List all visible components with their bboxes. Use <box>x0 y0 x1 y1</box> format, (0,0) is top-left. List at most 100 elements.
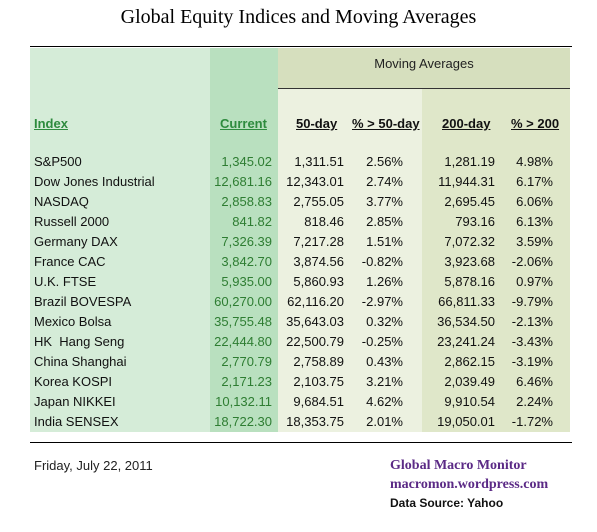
cell-200-day: 3,923.68 <box>444 254 495 269</box>
cell-pct-200: -1.72% <box>511 414 553 429</box>
brand-url: macromon.wordpress.com <box>390 477 549 492</box>
cell-pct-200: -3.43% <box>511 334 553 349</box>
moving-averages-divider <box>278 88 570 89</box>
moving-averages-group-header: Moving Averages <box>374 56 474 71</box>
cell-current: 841.82 <box>232 214 272 229</box>
cell-200-day: 2,695.45 <box>444 194 495 209</box>
cell-pct-200: -2.13% <box>511 314 553 329</box>
table-row: Brazil BOVESPA 60,270.00 62,116.20 -2.97… <box>0 292 597 312</box>
cell-current: 18,722.30 <box>214 414 272 429</box>
cell-index: S&P500 <box>34 154 82 169</box>
cell-pct-200: 6.46% <box>516 374 553 389</box>
moving-averages-header-background <box>278 48 570 88</box>
cell-index: France CAC <box>34 254 106 269</box>
cell-50-day: 7,217.28 <box>293 234 344 249</box>
header-pct-above-50-day: % > 50-day <box>352 116 420 131</box>
cell-current: 10,132.11 <box>215 394 272 409</box>
cell-pct-50: 1.51% <box>366 234 403 249</box>
two-hundred-day-columns-background <box>422 88 570 432</box>
cell-200-day: 11,944.31 <box>438 174 495 189</box>
cell-current: 22,444.80 <box>214 334 272 349</box>
cell-pct-50: 0.43% <box>366 354 403 369</box>
cell-pct-200: 6.06% <box>516 194 553 209</box>
header-index: Index <box>34 116 68 131</box>
header-current: Current <box>220 116 267 131</box>
cell-200-day: 7,072.32 <box>444 234 495 249</box>
cell-current: 12,681.16 <box>214 174 272 189</box>
cell-200-day: 793.16 <box>455 214 495 229</box>
cell-index: HK Hang Seng <box>34 334 125 349</box>
brand-block: Global Macro Monitor macromon.wordpress.… <box>390 456 548 513</box>
cell-pct-200: 6.17% <box>516 174 553 189</box>
cell-pct-50: 1.26% <box>366 274 403 289</box>
cell-pct-50: 3.77% <box>366 194 403 209</box>
cell-pct-200: 6.13% <box>516 214 553 229</box>
cell-current: 7,326.39 <box>221 234 272 249</box>
cell-pct-200: -3.19% <box>511 354 553 369</box>
table-row: Dow Jones Industrial 12,681.16 12,343.01… <box>0 172 597 192</box>
cell-pct-50: 2.01% <box>366 414 403 429</box>
page-title: Global Equity Indices and Moving Average… <box>120 6 477 28</box>
cell-50-day: 18,353.75 <box>286 414 344 429</box>
cell-200-day: 2,039.49 <box>444 374 495 389</box>
table-row: Japan NIKKEI 10,132.11 9,684.51 4.62% 9,… <box>0 392 597 412</box>
table-row: India SENSEX 18,722.30 18,353.75 2.01% 1… <box>0 412 597 432</box>
cell-pct-50: -2.97% <box>361 294 403 309</box>
cell-current: 35,755.48 <box>214 314 272 329</box>
cell-200-day: 19,050.01 <box>437 414 495 429</box>
cell-pct-200: 2.24% <box>516 394 553 409</box>
cell-50-day: 9,684.51 <box>293 394 344 409</box>
table-row: China Shanghai 2,770.79 2,758.89 0.43% 2… <box>0 352 597 372</box>
cell-50-day: 62,116.20 <box>287 294 344 309</box>
cell-pct-200: 0.97% <box>516 274 553 289</box>
cell-pct-50: 2.74% <box>366 174 403 189</box>
cell-50-day: 2,758.89 <box>293 354 344 369</box>
table-row: Mexico Bolsa 35,755.48 35,643.03 0.32% 3… <box>0 312 597 332</box>
header-50-day: 50-day <box>296 116 338 131</box>
cell-index: Dow Jones Industrial <box>34 174 155 189</box>
header-200-day: 200-day <box>442 116 491 131</box>
table-row: NASDAQ 2,858.83 2,755.05 3.77% 2,695.45 … <box>0 192 597 212</box>
bottom-divider <box>30 442 572 443</box>
cell-index: India SENSEX <box>34 414 119 429</box>
table-row: HK Hang Seng 22,444.80 22,500.79 -0.25% … <box>0 332 597 352</box>
cell-current: 3,842.70 <box>221 254 272 269</box>
index-table-body: S&P500 1,345.02 1,311.51 2.56% 1,281.19 … <box>0 152 597 432</box>
table-row: S&P500 1,345.02 1,311.51 2.56% 1,281.19 … <box>0 152 597 172</box>
cell-index: U.K. FTSE <box>34 274 97 289</box>
cell-index: Russell 2000 <box>34 214 110 229</box>
cell-pct-50: 2.85% <box>366 214 403 229</box>
cell-pct-50: -0.82% <box>361 254 403 269</box>
cell-pct-50: 0.32% <box>366 314 403 329</box>
fifty-day-columns-background <box>278 88 422 432</box>
cell-current: 1,345.02 <box>221 154 272 169</box>
cell-current: 2,770.79 <box>221 354 272 369</box>
cell-index: Brazil BOVESPA <box>34 294 132 309</box>
cell-50-day: 35,643.03 <box>286 314 344 329</box>
cell-index: NASDAQ <box>34 194 89 209</box>
cell-50-day: 2,755.05 <box>293 194 344 209</box>
table-row: Russell 2000 841.82 818.46 2.85% 793.16 … <box>0 212 597 232</box>
cell-200-day: 9,910.54 <box>444 394 495 409</box>
cell-200-day: 1,281.19 <box>444 154 495 169</box>
current-column-background <box>210 48 278 432</box>
cell-50-day: 5,860.93 <box>293 274 344 289</box>
brand-name: Global Macro Monitor <box>390 458 527 473</box>
report-date: Friday, July 22, 2011 <box>34 458 153 473</box>
cell-pct-50: 2.56% <box>366 154 403 169</box>
cell-index: China Shanghai <box>34 354 127 369</box>
cell-pct-200: 4.98% <box>516 154 553 169</box>
cell-200-day: 2,862.15 <box>444 354 495 369</box>
cell-50-day: 3,874.56 <box>293 254 344 269</box>
cell-index: Mexico Bolsa <box>34 314 112 329</box>
data-source: Data Source: Yahoo <box>390 496 504 510</box>
table-row: U.K. FTSE 5,935.00 5,860.93 1.26% 5,878.… <box>0 272 597 292</box>
cell-current: 5,935.00 <box>221 274 272 289</box>
header-pct-above-200: % > 200 <box>511 116 560 131</box>
top-divider <box>30 46 572 47</box>
cell-pct-200: -2.06% <box>511 254 553 269</box>
cell-pct-50: -0.25% <box>361 334 403 349</box>
cell-50-day: 22,500.79 <box>286 334 344 349</box>
cell-pct-200: 3.59% <box>516 234 553 249</box>
cell-current: 2,171.23 <box>221 374 272 389</box>
